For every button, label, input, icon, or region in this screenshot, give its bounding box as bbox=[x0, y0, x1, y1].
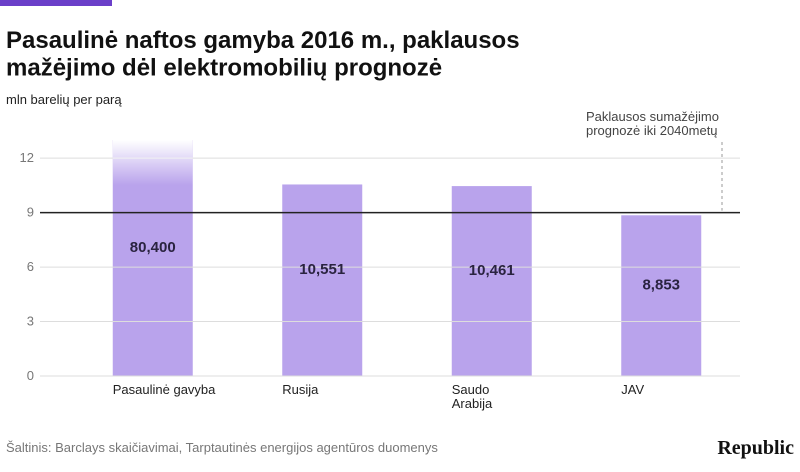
bar bbox=[621, 215, 702, 376]
value-label: 10,461 bbox=[469, 262, 515, 279]
x-tick-label: Rusija bbox=[282, 382, 319, 397]
bar bbox=[451, 186, 532, 376]
y-tick-label: 0 bbox=[27, 368, 34, 383]
x-tick-label: Saudo Arabija bbox=[452, 382, 493, 411]
logo: Republic bbox=[717, 437, 794, 459]
bar-fade bbox=[112, 140, 193, 185]
chart-title: Pasaulinė naftos gamyba 2016 m., paklaus… bbox=[6, 27, 520, 82]
x-tick-label: JAV bbox=[621, 382, 644, 397]
y-axis-label: mln barelių per parą bbox=[6, 92, 122, 107]
y-tick-label: 3 bbox=[27, 314, 34, 329]
source: Šaltinis: Barclays skaičiavimai, Tarptau… bbox=[6, 440, 438, 455]
bar bbox=[282, 184, 363, 376]
accent-bar bbox=[0, 0, 112, 6]
y-tick-label: 6 bbox=[27, 259, 34, 274]
value-label: 10,551 bbox=[299, 261, 345, 278]
y-tick-label: 9 bbox=[27, 205, 34, 220]
annotation: Paklausos sumažėjimo prognozė iki 2040met… bbox=[586, 109, 719, 138]
y-tick-label: 12 bbox=[20, 150, 34, 165]
value-label: 8,853 bbox=[642, 277, 680, 294]
value-label: 80,400 bbox=[130, 239, 176, 256]
x-tick-label: Pasaulinė gavyba bbox=[113, 382, 216, 397]
